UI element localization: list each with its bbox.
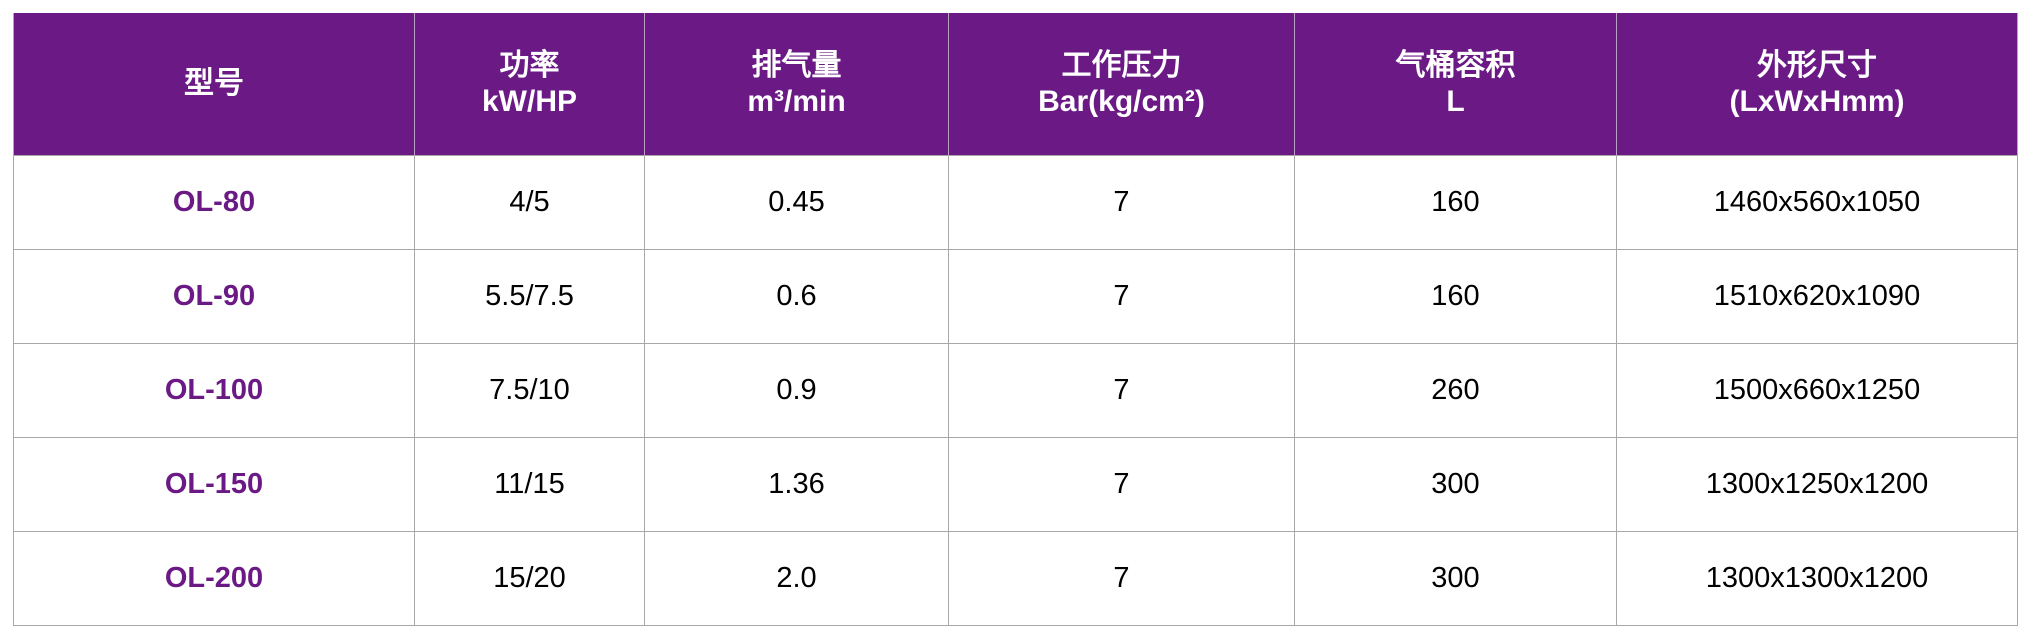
header-label: 功率: [499, 49, 560, 82]
table-row: OL-100 7.5/10 0.9 7 260 1500x660x1250: [13, 343, 2018, 438]
header-model: 型号: [13, 13, 415, 156]
header-unit: Bar(kg/cm²): [1038, 85, 1205, 118]
cell-dimensions: 1510x620x1090: [1616, 249, 2018, 344]
header-unit: (LxWxHmm): [1729, 85, 1905, 118]
cell-power: 5.5/7.5: [414, 249, 645, 344]
cell-tank-volume: 160: [1294, 249, 1617, 344]
header-displacement: 排气量 m³/min: [644, 13, 949, 156]
cell-tank-volume: 300: [1294, 531, 1617, 626]
cell-power: 4/5: [414, 155, 645, 250]
cell-tank-volume: 160: [1294, 155, 1617, 250]
header-pressure: 工作压力 Bar(kg/cm²): [948, 13, 1295, 156]
cell-pressure: 7: [948, 437, 1295, 532]
header-label: 工作压力: [1061, 49, 1182, 82]
cell-pressure: 7: [948, 343, 1295, 438]
cell-power: 11/15: [414, 437, 645, 532]
cell-displacement: 0.6: [644, 249, 949, 344]
cell-model: OL-150: [13, 437, 415, 532]
table-row: OL-200 15/20 2.0 7 300 1300x1300x1200: [13, 531, 2018, 626]
cell-model: OL-80: [13, 155, 415, 250]
cell-displacement: 2.0: [644, 531, 949, 626]
cell-pressure: 7: [948, 249, 1295, 344]
cell-model: OL-100: [13, 343, 415, 438]
header-unit: L: [1446, 85, 1465, 118]
cell-power: 7.5/10: [414, 343, 645, 438]
header-label: 外形尺寸: [1757, 49, 1877, 82]
cell-dimensions: 1500x660x1250: [1616, 343, 2018, 438]
header-unit: kW/HP: [481, 85, 577, 118]
cell-displacement: 0.9: [644, 343, 949, 438]
cell-model: OL-90: [13, 249, 415, 344]
cell-tank-volume: 260: [1294, 343, 1617, 438]
cell-model: OL-200: [13, 531, 415, 626]
header-dimensions: 外形尺寸 (LxWxHmm): [1616, 13, 2018, 156]
cell-tank-volume: 300: [1294, 437, 1617, 532]
header-label: 气桶容积: [1395, 49, 1516, 82]
cell-displacement: 0.45: [644, 155, 949, 250]
cell-pressure: 7: [948, 155, 1295, 250]
cell-power: 15/20: [414, 531, 645, 626]
header-tank-volume: 气桶容积 L: [1294, 13, 1617, 156]
cell-dimensions: 1300x1300x1200: [1616, 531, 2018, 626]
cell-dimensions: 1460x560x1050: [1616, 155, 2018, 250]
cell-dimensions: 1300x1250x1200: [1616, 437, 2018, 532]
spec-table: 型号 功率 kW/HP 排气量 m³/min 工作压力 Bar(kg/cm²) 气桶容…: [13, 13, 2018, 626]
header-power: 功率 kW/HP: [414, 13, 645, 156]
table-row: OL-90 5.5/7.5 0.6 7 160 1510x620x1090: [13, 249, 2018, 344]
table-row: OL-80 4/5 0.45 7 160 1460x560x1050: [13, 155, 2018, 250]
header-label: 排气量: [751, 49, 842, 82]
table-row: OL-150 11/15 1.36 7 300 1300x1250x1200: [13, 437, 2018, 532]
header-unit: m³/min: [747, 85, 846, 118]
cell-pressure: 7: [948, 531, 1295, 626]
header-row: 型号 功率 kW/HP 排气量 m³/min 工作压力 Bar(kg/cm²) 气桶容…: [13, 13, 2018, 156]
header-label: 型号: [184, 67, 244, 100]
cell-displacement: 1.36: [644, 437, 949, 532]
